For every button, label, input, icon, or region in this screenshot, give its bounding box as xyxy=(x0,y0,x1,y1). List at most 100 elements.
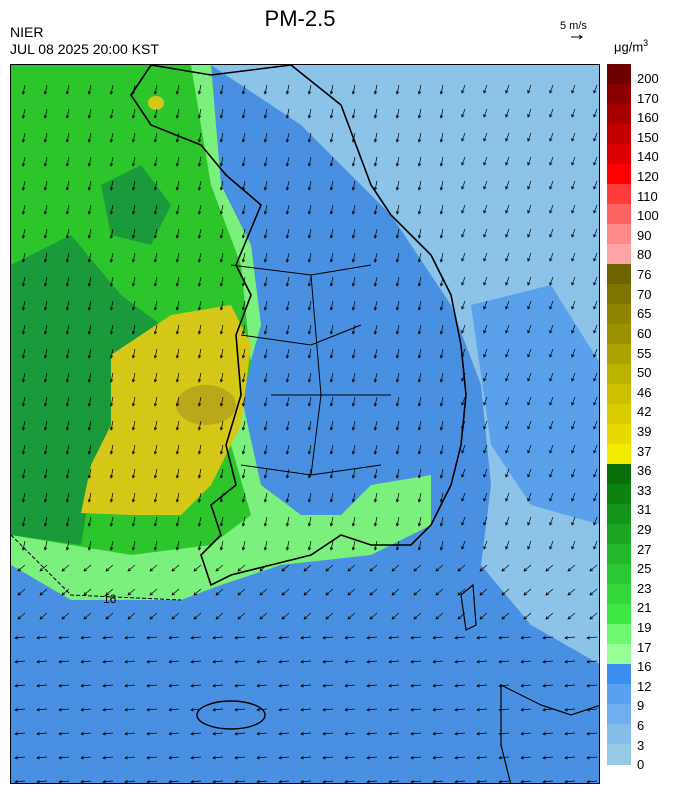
wind-arrow-icon xyxy=(454,708,466,712)
wind-arrow-icon xyxy=(476,684,488,688)
wind-arrow-icon xyxy=(259,588,268,596)
wind-arrow-icon xyxy=(109,156,114,167)
wind-arrow-icon xyxy=(131,84,136,95)
wind-arrow-icon xyxy=(439,540,444,551)
wind-arrow-icon xyxy=(388,708,400,712)
legend-swatch xyxy=(607,584,631,605)
wind-arrow-icon xyxy=(278,660,290,664)
wind-arrow-icon xyxy=(432,756,444,760)
wind-arrow-icon xyxy=(241,228,246,239)
legend-swatch xyxy=(607,324,631,345)
wind-arrow-icon xyxy=(87,204,92,215)
wind-arrow-icon xyxy=(307,324,312,335)
wind-arrow-icon xyxy=(300,780,312,783)
wind-arrow-icon xyxy=(593,252,598,262)
wind-arrow-icon xyxy=(325,588,334,596)
wind-arrow-icon xyxy=(307,372,312,383)
tsushima-island xyxy=(460,583,477,631)
wind-arrow-icon xyxy=(109,420,114,431)
dark-green-region xyxy=(11,235,181,545)
wind-arrow-icon xyxy=(439,492,444,503)
wind-arrow-icon xyxy=(369,588,378,596)
wind-arrow-icon xyxy=(351,252,356,263)
wind-arrow-icon xyxy=(439,420,444,431)
wind-arrow-icon xyxy=(344,756,356,760)
wind-arrow-icon xyxy=(520,660,532,664)
wind-arrow-icon xyxy=(432,636,444,640)
wind-arrow-icon xyxy=(571,348,576,358)
wind-arrow-icon xyxy=(439,108,444,119)
wind-arrow-icon xyxy=(175,132,180,143)
wind-arrow-icon xyxy=(366,732,378,736)
wind-arrow-icon xyxy=(549,204,554,214)
wind-arrow-icon xyxy=(435,564,444,572)
wind-arrow-icon xyxy=(263,396,268,407)
wind-arrow-icon xyxy=(197,420,202,431)
wind-arrow-icon xyxy=(87,180,92,191)
wind-arrow-icon xyxy=(43,132,48,143)
wind-arrow-icon xyxy=(105,612,114,620)
wind-arrow-icon xyxy=(109,348,114,359)
wind-arrow-icon xyxy=(322,660,334,664)
wind-arrow-icon xyxy=(175,444,180,455)
wind-arrow-icon xyxy=(219,108,224,119)
wind-arrow-icon xyxy=(329,156,334,167)
legend-swatch xyxy=(607,164,631,185)
wind-arrow-icon xyxy=(65,348,70,359)
wind-arrow-icon xyxy=(347,612,356,620)
wind-arrow-icon xyxy=(483,492,488,502)
wind-arrow-icon xyxy=(483,516,488,526)
wind-arrow-icon xyxy=(325,612,334,620)
wind-arrow-icon xyxy=(109,300,114,311)
wind-arrow-icon xyxy=(417,540,422,551)
wind-arrow-icon xyxy=(461,84,466,94)
wind-arrow-icon xyxy=(65,492,70,503)
wind-arrow-icon xyxy=(102,660,114,664)
wind-arrow-icon xyxy=(175,276,180,287)
wind-arrow-icon xyxy=(329,372,334,383)
wind-arrow-icon xyxy=(36,756,48,760)
unit-label: μg/m3 xyxy=(614,38,649,55)
wind-arrow-icon xyxy=(263,276,268,287)
wind-arrow-icon xyxy=(14,684,26,688)
wind-arrow-icon xyxy=(322,756,334,760)
wind-arrow-icon xyxy=(439,516,444,527)
timestamp-label: JUL 08 2025 20:00 KST xyxy=(10,41,159,57)
wind-arrow-icon xyxy=(395,252,400,263)
wind-arrow-icon xyxy=(263,84,268,95)
legend-label: 16 xyxy=(637,659,652,675)
wind-arrow-icon xyxy=(58,732,70,736)
wind-arrow-icon xyxy=(571,516,576,526)
legend-swatch xyxy=(607,404,631,425)
wind-arrow-icon xyxy=(593,540,598,550)
wind-arrow-icon xyxy=(498,660,510,664)
legend-label: 19 xyxy=(637,620,652,636)
wind-arrow-icon xyxy=(65,252,70,263)
wind-arrow-icon xyxy=(461,204,466,214)
wind-arrow-icon xyxy=(197,228,202,239)
wind-arrow-icon xyxy=(505,372,510,382)
wind-arrow-icon xyxy=(131,276,136,287)
wind-arrow-icon xyxy=(542,660,554,664)
wind-arrow-icon xyxy=(461,108,466,118)
wind-arrow-icon xyxy=(527,204,532,214)
wind-arrow-icon xyxy=(505,156,510,166)
wind-arrow-icon xyxy=(505,252,510,262)
wind-arrow-icon xyxy=(322,732,334,736)
wind-arrow-icon xyxy=(102,684,114,688)
wind-arrow-icon xyxy=(373,540,378,551)
wind-arrow-icon xyxy=(527,84,532,94)
agency-label: NIER xyxy=(10,24,44,40)
wind-arrow-icon xyxy=(329,204,334,215)
wind-arrow-icon xyxy=(197,492,202,503)
wind-arrow-icon xyxy=(520,756,532,760)
wind-arrow-icon xyxy=(197,444,202,455)
wind-arrow-icon xyxy=(483,252,488,262)
wind-arrow-icon xyxy=(586,684,598,688)
legend-swatch xyxy=(607,84,631,105)
wind-arrow-icon xyxy=(593,228,598,238)
wind-arrow-icon xyxy=(17,612,26,620)
wind-arrow-icon xyxy=(435,588,444,596)
wind-arrow-icon xyxy=(153,276,158,287)
wind-arrow-icon xyxy=(149,612,158,620)
